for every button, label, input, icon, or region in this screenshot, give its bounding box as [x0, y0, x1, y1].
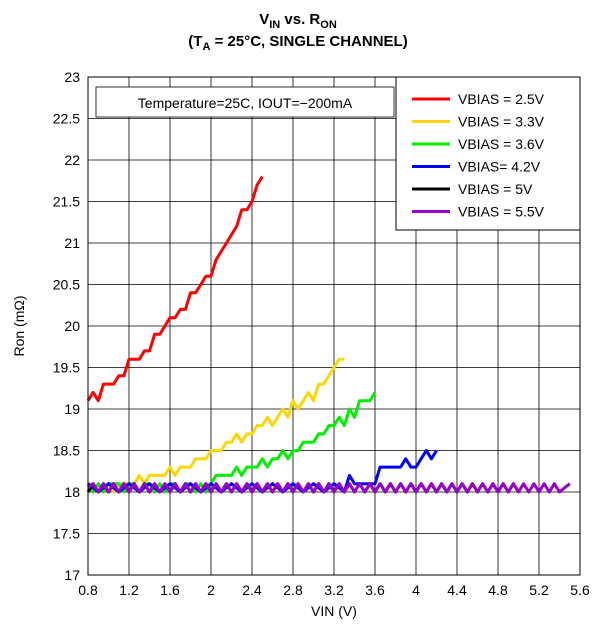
legend-label-4: VBIAS= 4.2V [458, 159, 541, 175]
title-line-2: (TA = 25°C, SINGLE CHANNEL) [188, 33, 407, 53]
y-tick-label: 22 [64, 152, 80, 168]
series-line-2 [86, 357, 345, 494]
x-tick-labels: 0.8 1.2 1.6 2 2.4 2.8 3.2 3.6 4 4.4 4.8 5.2 5.6 [78, 582, 590, 598]
title-line-1: VIN vs. RON [259, 11, 337, 31]
y-tick-label: 20 [64, 318, 80, 334]
x-tick-label: 0.8 [78, 582, 98, 598]
x-tick-label: 2 [207, 582, 215, 598]
y-tick-label: 19.5 [53, 360, 80, 376]
series-line-6 [87, 482, 571, 494]
y-tick-label: 20.5 [53, 277, 80, 293]
x-tick-label: 2.8 [283, 582, 303, 598]
x-axis-label: VIN (V) [311, 603, 357, 619]
legend-frame [395, 76, 581, 231]
annotation-frame [95, 86, 395, 118]
x-tick-label: 5.2 [529, 582, 549, 598]
y-tick-label: 22.5 [53, 111, 80, 127]
legend-label-3: VBIAS = 3.6V [458, 136, 545, 152]
legend-label-2: VBIAS = 3.3V [458, 114, 545, 130]
annotation-box: Temperature=25C, IOUT=−200mA [95, 86, 395, 118]
y-tick-label: 21 [64, 235, 80, 251]
x-tick-label: 4.8 [488, 582, 508, 598]
x-tick-label: 4.4 [447, 582, 467, 598]
y-tick-label: 18.5 [53, 443, 80, 459]
x-tick-label: 3.2 [324, 582, 344, 598]
y-tick-label: 18 [64, 484, 80, 500]
legend-label-6: VBIAS = 5.5V [458, 204, 545, 220]
series-lines [86, 175, 571, 494]
y-axis-label: Ron (mΩ) [11, 295, 27, 356]
x-tick-label: 1.2 [119, 582, 139, 598]
legend: VBIAS = 2.5V VBIAS = 3.3V VBIAS = 3.6V VBIA… [395, 76, 581, 231]
y-tick-label: 17 [64, 567, 80, 583]
x-tick-label: 4 [412, 582, 420, 598]
x-tick-label: 3.6 [365, 582, 385, 598]
x-tick-label: 5.6 [570, 582, 590, 598]
y-tick-label: 17.5 [53, 526, 80, 542]
y-tick-label: 21.5 [53, 194, 80, 210]
series-line-4 [87, 449, 438, 494]
legend-label-5: VBIAS = 5V [458, 181, 533, 197]
legend-label-1: VBIAS = 2.5V [458, 91, 545, 107]
plot-frame [87, 76, 581, 576]
series-line-1 [86, 175, 264, 403]
y-tick-labels: 17 17.5 18 18.5 19 19.5 20 20.5 21 21.5 22 22.5 23 [53, 69, 80, 583]
x-tick-label: 1.6 [160, 582, 180, 598]
y-tick-label: 23 [64, 69, 80, 85]
y-tick-label: 19 [64, 401, 80, 417]
chart-title: VIN vs. RON (TA = 25°C, SINGLE CHANNEL) [188, 11, 407, 53]
x-tick-label: 2.4 [242, 582, 262, 598]
annotation-text: Temperature=25C, IOUT=−200mA [138, 95, 353, 111]
